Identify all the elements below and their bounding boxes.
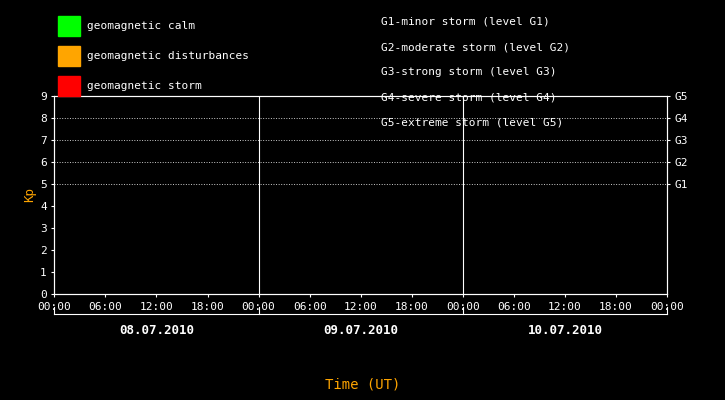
- Text: G3-strong storm (level G3): G3-strong storm (level G3): [381, 68, 556, 78]
- Text: 09.07.2010: 09.07.2010: [323, 324, 398, 336]
- Text: Time (UT): Time (UT): [325, 377, 400, 391]
- Text: G5-extreme storm (level G5): G5-extreme storm (level G5): [381, 118, 563, 128]
- Text: G2-moderate storm (level G2): G2-moderate storm (level G2): [381, 42, 570, 52]
- Text: geomagnetic disturbances: geomagnetic disturbances: [87, 51, 249, 61]
- Text: G4-severe storm (level G4): G4-severe storm (level G4): [381, 93, 556, 103]
- Text: geomagnetic calm: geomagnetic calm: [87, 21, 195, 31]
- Text: geomagnetic storm: geomagnetic storm: [87, 81, 202, 91]
- Text: G1-minor storm (level G1): G1-minor storm (level G1): [381, 17, 550, 27]
- Text: 10.07.2010: 10.07.2010: [527, 324, 602, 336]
- Y-axis label: Kp: Kp: [22, 188, 36, 202]
- Text: 08.07.2010: 08.07.2010: [119, 324, 194, 336]
